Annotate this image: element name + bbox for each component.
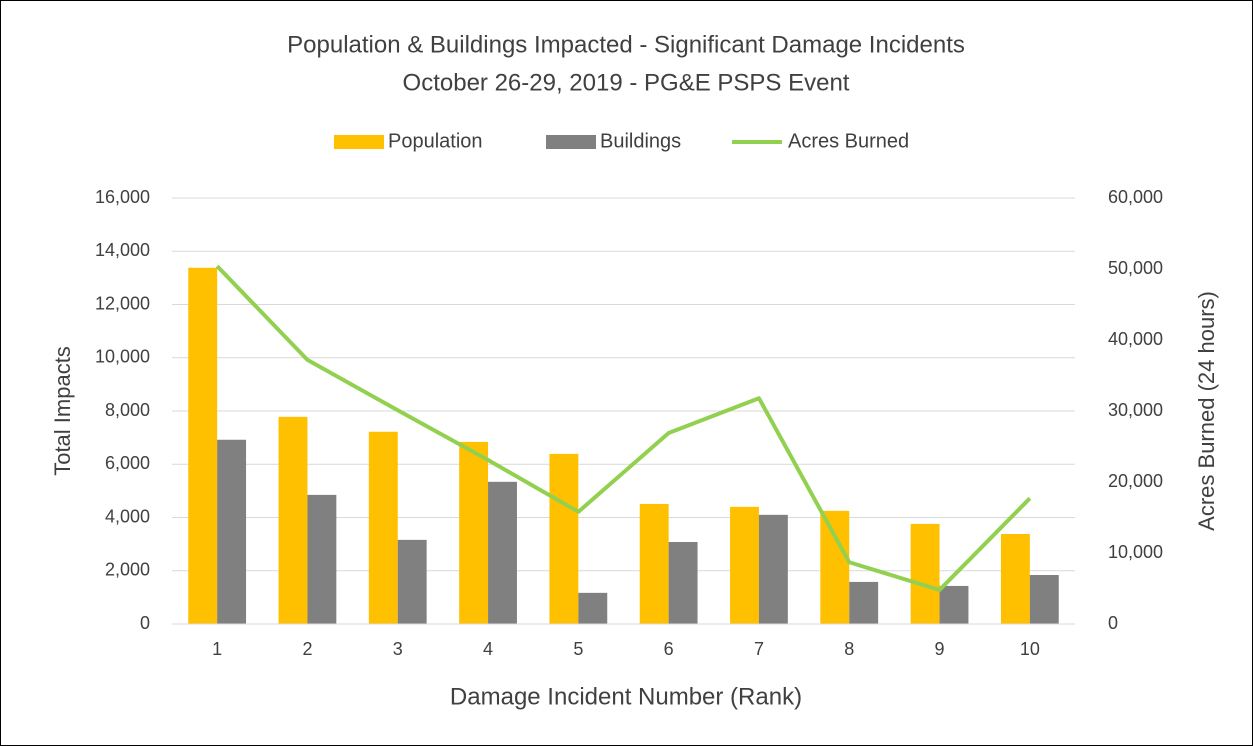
x-tick-label: 10 bbox=[1020, 639, 1040, 659]
bar bbox=[1000, 534, 1030, 624]
y2-tick-label: 20,000 bbox=[1108, 471, 1163, 491]
bar bbox=[910, 523, 940, 624]
x-axis-label: Damage Incident Number (Rank) bbox=[450, 683, 802, 710]
bar bbox=[549, 453, 579, 624]
y2-axis-label: Acres Burned (24 hours) bbox=[1194, 291, 1219, 531]
y2-tick-label: 50,000 bbox=[1108, 258, 1163, 278]
y-tick-label: 2,000 bbox=[105, 560, 150, 580]
x-tick-label: 3 bbox=[393, 639, 403, 659]
y-tick-label: 10,000 bbox=[95, 347, 150, 367]
bar bbox=[488, 481, 517, 624]
chart-title: Population & Buildings Impacted - Signif… bbox=[287, 31, 965, 58]
legend-label: Population bbox=[388, 130, 483, 152]
bar bbox=[397, 539, 427, 624]
y-tick-label: 12,000 bbox=[95, 293, 150, 313]
x-tick-label: 2 bbox=[302, 639, 312, 659]
x-tick-label: 6 bbox=[664, 639, 674, 659]
y-axis-label: Total Impacts bbox=[50, 346, 75, 476]
y-tick-label: 4,000 bbox=[105, 506, 150, 526]
y-tick-label: 0 bbox=[140, 613, 150, 633]
legend-label: Acres Burned bbox=[788, 130, 909, 152]
y-tick-label: 8,000 bbox=[105, 400, 150, 420]
y2-tick-label: 30,000 bbox=[1108, 400, 1163, 420]
y2-tick-label: 0 bbox=[1108, 613, 1118, 633]
y2-tick-label: 40,000 bbox=[1108, 329, 1163, 349]
bar bbox=[820, 510, 850, 624]
bar bbox=[307, 494, 337, 624]
bar bbox=[278, 416, 308, 624]
bar bbox=[578, 592, 608, 624]
y2-tick-label: 10,000 bbox=[1108, 542, 1163, 562]
legend-swatch bbox=[334, 135, 384, 149]
y2-tick-label: 60,000 bbox=[1108, 187, 1163, 207]
y-tick-label: 6,000 bbox=[105, 453, 150, 473]
bar bbox=[758, 514, 788, 624]
bar bbox=[368, 431, 398, 624]
x-tick-label: 7 bbox=[754, 639, 764, 659]
bar bbox=[217, 439, 247, 624]
bar bbox=[668, 541, 698, 624]
x-tick-label: 5 bbox=[573, 639, 583, 659]
legend-label: Buildings bbox=[600, 130, 681, 152]
y-tick-label: 16,000 bbox=[95, 187, 150, 207]
legend-swatch bbox=[546, 135, 596, 149]
bar bbox=[849, 581, 879, 624]
x-tick-label: 4 bbox=[483, 639, 493, 659]
x-tick-label: 1 bbox=[212, 639, 222, 659]
bar bbox=[459, 441, 489, 624]
x-tick-label: 8 bbox=[844, 639, 854, 659]
bar bbox=[639, 503, 669, 624]
bar bbox=[939, 585, 969, 624]
line-series bbox=[215, 264, 1032, 592]
x-tick-label: 9 bbox=[935, 639, 945, 659]
bar bbox=[188, 267, 218, 624]
bar bbox=[730, 506, 759, 624]
y-tick-label: 14,000 bbox=[95, 240, 150, 260]
bar bbox=[1029, 575, 1059, 624]
chart-subtitle: October 26-29, 2019 - PG&E PSPS Event bbox=[403, 69, 850, 96]
